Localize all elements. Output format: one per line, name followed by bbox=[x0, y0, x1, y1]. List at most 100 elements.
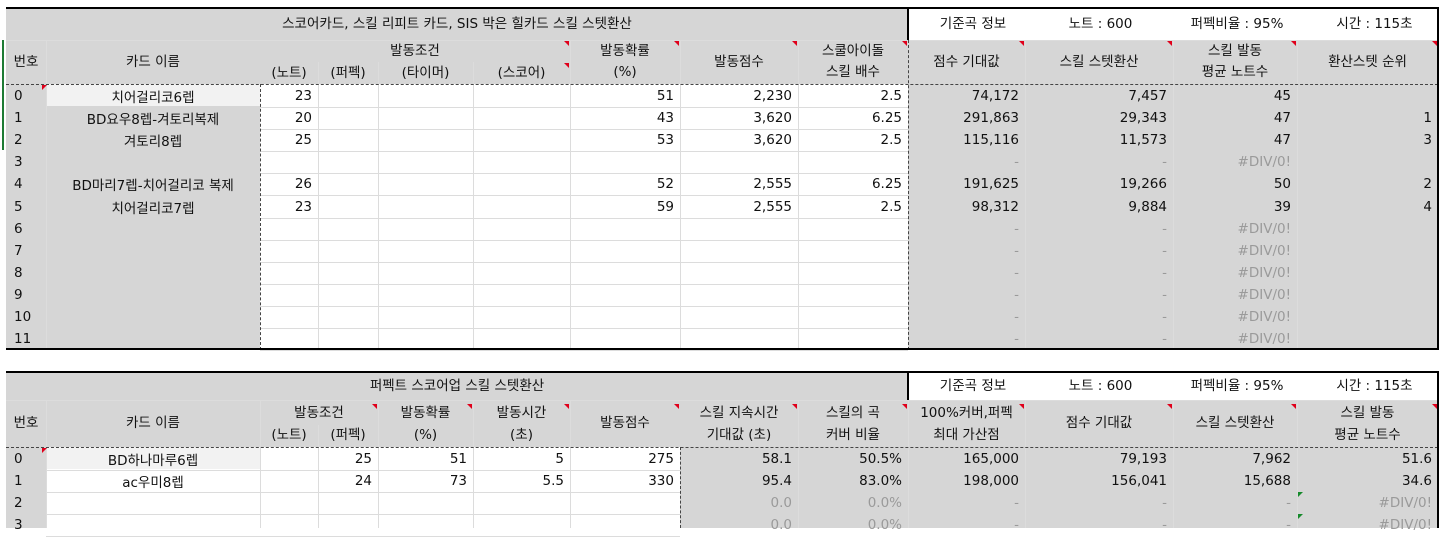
bottom-row-0-no-cell[interactable]: 0 bbox=[14, 451, 23, 467]
bottom-row-1-avg-cell[interactable]: 34.6 bbox=[1401, 473, 1432, 489]
top-row-5-avg-cell[interactable]: 39 bbox=[1273, 198, 1291, 215]
bottom-row-0-card-name-cell[interactable]: BD하나마루6렙 bbox=[107, 453, 199, 469]
bottom-row-3-prob-cell[interactable] bbox=[378, 514, 473, 536]
top-row-7-stat-cell[interactable]: - bbox=[1162, 242, 1167, 259]
top-row-1-prob-cell[interactable]: 43 bbox=[656, 110, 674, 127]
top-row-1-cond-note-cell[interactable]: 20 bbox=[294, 110, 312, 127]
bottom-row-3-no-cell[interactable]: 3 bbox=[14, 517, 23, 533]
top-row-6-rank-cell[interactable] bbox=[1297, 218, 1438, 240]
top-row-10-stat-cell[interactable]: - bbox=[1162, 309, 1167, 325]
top-row-3-cond-note-cell[interactable] bbox=[260, 151, 318, 173]
bottom-row-1-no-cell[interactable]: 1 bbox=[14, 473, 23, 489]
top-row-3-score-cell[interactable] bbox=[680, 151, 798, 173]
top-row-0-prob-cell[interactable]: 51 bbox=[656, 88, 674, 104]
top-row-7-no-cell[interactable]: 7 bbox=[14, 242, 23, 259]
top-row-3-mult-cell[interactable] bbox=[798, 151, 908, 173]
bottom-row-3-card-name-cell[interactable] bbox=[46, 514, 260, 536]
bottom-row-3-dur-cell[interactable] bbox=[473, 514, 570, 536]
top-row-4-rank-cell[interactable]: 2 bbox=[1423, 176, 1432, 193]
top-row-7-mult-cell[interactable] bbox=[798, 240, 908, 262]
top-row-11-no-cell[interactable]: 11 bbox=[14, 331, 32, 348]
top-row-11-score-cell[interactable] bbox=[680, 328, 798, 350]
top-row-0-card-name-cell[interactable]: 치어걸리코6렙 bbox=[111, 90, 195, 106]
top-row-6-no-cell[interactable]: 6 bbox=[14, 220, 23, 237]
top-row-7-card-name-cell[interactable] bbox=[46, 240, 260, 262]
top-row-4-card-name-cell[interactable]: BD마리7렙-치어걸리코 복제 bbox=[72, 178, 234, 195]
top-row-2-card-name-cell[interactable]: 겨토리8렙 bbox=[123, 134, 183, 151]
top-row-4-prob-cell[interactable]: 52 bbox=[656, 176, 674, 193]
top-row-0-cond-note-cell[interactable]: 23 bbox=[294, 88, 312, 104]
top-row-2-exp-cell[interactable]: 115,116 bbox=[963, 132, 1019, 149]
top-row-6-avg-cell[interactable]: #DIV/0! bbox=[1237, 220, 1291, 237]
top-row-4-exp-cell[interactable]: 191,625 bbox=[963, 176, 1019, 193]
top-row-11-rank-cell[interactable] bbox=[1297, 328, 1438, 350]
top-row-2-no-cell[interactable]: 2 bbox=[14, 132, 23, 149]
bottom-row-3-max-cell[interactable]: - bbox=[1014, 517, 1019, 533]
bottom-row-3-avg-cell[interactable]: #DIV/0! bbox=[1378, 517, 1432, 533]
top-row-5-rank-cell[interactable]: 4 bbox=[1423, 198, 1432, 215]
top-row-9-mult-cell[interactable] bbox=[798, 284, 908, 306]
top-row-0-rank-cell[interactable] bbox=[1297, 85, 1438, 107]
top-row-10-cond-note-cell[interactable] bbox=[260, 306, 318, 328]
bottom-row-0-max-cell[interactable]: 165,000 bbox=[963, 451, 1019, 467]
bottom-row-0-cover-cell[interactable]: 50.5% bbox=[859, 451, 902, 467]
top-row-6-exp-cell[interactable]: - bbox=[1014, 220, 1019, 237]
bottom-row-2-avg-cell[interactable]: #DIV/0! bbox=[1378, 495, 1432, 511]
bottom-row-0-dur-cell[interactable]: 5 bbox=[555, 451, 564, 467]
top-row-0-stat-cell[interactable]: 7,457 bbox=[1128, 88, 1167, 104]
top-row-5-no-cell[interactable]: 5 bbox=[14, 198, 23, 215]
top-row-11-card-name-cell[interactable] bbox=[46, 328, 260, 350]
top-row-2-stat-cell[interactable]: 11,573 bbox=[1119, 132, 1167, 149]
bottom-row-2-max-cell[interactable]: - bbox=[1014, 495, 1019, 511]
top-row-8-mult-cell[interactable] bbox=[798, 262, 908, 284]
top-row-0-no-cell[interactable]: 0 bbox=[14, 88, 23, 104]
top-row-4-no-cell[interactable]: 4 bbox=[14, 176, 23, 193]
top-row-3-rank-cell[interactable] bbox=[1297, 151, 1438, 173]
top-row-10-card-name-cell[interactable] bbox=[46, 306, 260, 328]
top-row-1-avg-cell[interactable]: 47 bbox=[1273, 110, 1291, 127]
bottom-row-2-exp-cell[interactable]: - bbox=[1162, 495, 1167, 511]
top-row-10-rank-cell[interactable] bbox=[1297, 306, 1438, 328]
top-row-0-mult-cell[interactable]: 2.5 bbox=[880, 88, 902, 104]
top-row-2-avg-cell[interactable]: 47 bbox=[1273, 132, 1291, 149]
top-row-8-rank-cell[interactable] bbox=[1297, 262, 1438, 284]
top-row-6-card-name-cell[interactable] bbox=[46, 218, 260, 240]
top-row-0-avg-cell[interactable]: 45 bbox=[1273, 88, 1291, 104]
top-row-7-avg-cell[interactable]: #DIV/0! bbox=[1237, 242, 1291, 259]
bottom-row-2-cover-cell[interactable]: 0.0% bbox=[867, 495, 902, 511]
top-row-11-avg-cell[interactable]: #DIV/0! bbox=[1237, 331, 1291, 348]
top-row-2-score-cell[interactable]: 3,620 bbox=[753, 132, 792, 149]
top-row-8-stat-cell[interactable]: - bbox=[1162, 264, 1167, 281]
top-row-3-avg-cell[interactable]: #DIV/0! bbox=[1237, 154, 1291, 171]
top-row-7-score-cell[interactable] bbox=[680, 240, 798, 262]
top-row-11-stat-cell[interactable]: - bbox=[1162, 331, 1167, 348]
bottom-row-0-exp-cell[interactable]: 79,193 bbox=[1119, 451, 1167, 467]
top-row-1-rank-cell[interactable]: 1 bbox=[1423, 110, 1432, 127]
top-row-8-score-cell[interactable] bbox=[680, 262, 798, 284]
top-row-1-exp-cell[interactable]: 291,863 bbox=[963, 110, 1019, 127]
bottom-row-3-cond-note-cell[interactable] bbox=[260, 514, 378, 536]
bottom-row-3-cover-cell[interactable]: 0.0% bbox=[867, 517, 902, 533]
bottom-row-1-exp-time-cell[interactable]: 95.4 bbox=[761, 473, 792, 489]
bottom-row-2-prob-cell[interactable] bbox=[378, 492, 473, 514]
bottom-row-0-cond-note-cell[interactable]: 25 bbox=[354, 451, 372, 467]
top-row-8-cond-note-cell[interactable] bbox=[260, 262, 318, 284]
bottom-row-1-cover-cell[interactable]: 83.0% bbox=[859, 473, 902, 489]
top-row-7-cond-note-cell[interactable] bbox=[260, 240, 318, 262]
top-row-11-cond-note-cell[interactable] bbox=[260, 328, 318, 350]
top-row-3-card-name-cell[interactable] bbox=[46, 151, 260, 173]
bottom-row-3-exp-time-cell[interactable]: 0.0 bbox=[770, 517, 792, 533]
top-row-8-no-cell[interactable]: 8 bbox=[14, 264, 23, 281]
bottom-row-3-score-cell[interactable] bbox=[570, 514, 680, 536]
top-row-0-exp-cell[interactable]: 74,172 bbox=[971, 88, 1019, 104]
top-row-9-no-cell[interactable]: 9 bbox=[14, 286, 23, 303]
bottom-row-0-exp-time-cell[interactable]: 58.1 bbox=[761, 451, 792, 467]
top-row-9-prob-cell[interactable] bbox=[570, 284, 680, 306]
bottom-row-0-score-cell[interactable]: 275 bbox=[648, 451, 674, 467]
top-row-5-score-cell[interactable]: 2,555 bbox=[753, 198, 792, 215]
top-row-5-prob-cell[interactable]: 59 bbox=[656, 198, 674, 215]
bottom-row-2-no-cell[interactable]: 2 bbox=[14, 495, 23, 511]
top-row-4-cond-note-cell[interactable]: 26 bbox=[294, 176, 312, 193]
top-row-9-exp-cell[interactable]: - bbox=[1014, 286, 1019, 303]
top-row-5-cond-note-cell[interactable]: 23 bbox=[294, 198, 312, 215]
